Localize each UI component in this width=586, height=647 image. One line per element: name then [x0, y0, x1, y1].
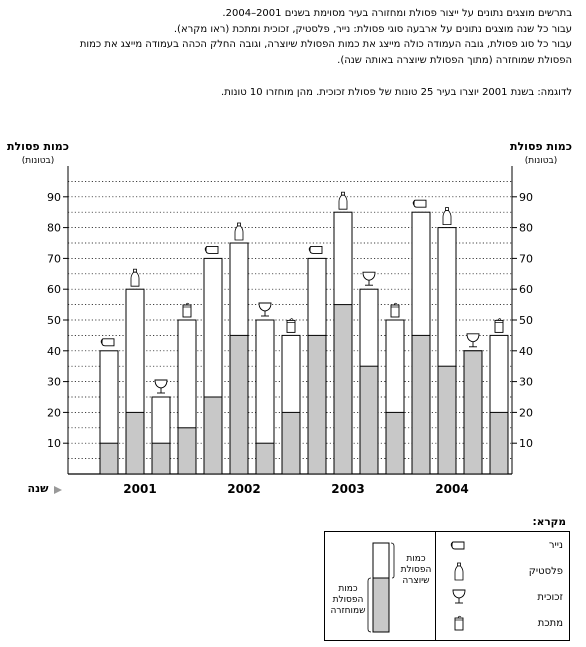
- bar-recycled: [307, 334, 327, 475]
- intro-line: עבור כל סוג פסולת, גובה העמודה כולה מייצ…: [79, 39, 572, 50]
- paper-icon: [204, 245, 219, 254]
- legend-produced-note: כמות הפסולת שיוצרה: [395, 554, 437, 587]
- y-tick-label: 90: [519, 191, 533, 204]
- bar-recycled: [437, 365, 457, 475]
- x-tick-label: 2004: [435, 482, 468, 496]
- y-axis-left-unit: (בטונות): [22, 156, 55, 166]
- paper-icon: [450, 541, 465, 550]
- x-axis-arrow-icon: [54, 486, 62, 494]
- y-tick-label: 10: [47, 437, 61, 450]
- legend-note-line: שיוצרה: [402, 576, 430, 586]
- can-icon: [494, 318, 504, 333]
- x-tick-label: 2003: [331, 482, 364, 496]
- bar-recycled: [333, 304, 353, 475]
- y-axis-left-label: כמות פסולת: [7, 140, 69, 153]
- paper-icon: [100, 338, 115, 347]
- y-tick-label: 50: [519, 314, 533, 327]
- wine-glass-icon: [258, 302, 272, 317]
- waste-chart: כמות פסולת (בטונות) כמות פסולת (בטונות) …: [7, 140, 572, 496]
- bar-recycled: [411, 334, 431, 475]
- bar-recycled: [203, 396, 223, 475]
- legend-note-line: שמוחזרה: [330, 606, 366, 616]
- y-tick-label: 80: [47, 222, 61, 235]
- bar-recycled: [229, 334, 249, 475]
- x-tick-label: 2001: [123, 482, 156, 496]
- legend-title: מקרא:: [532, 516, 567, 528]
- bar-recycled: [255, 442, 275, 475]
- bar-recycled: [99, 442, 119, 475]
- bar-recycled: [385, 411, 405, 475]
- can-icon: [182, 302, 192, 318]
- plastic-bottle-icon: [442, 207, 452, 226]
- y-tick-label: 60: [519, 283, 533, 296]
- legend-label-glass: זכוכית: [537, 592, 563, 603]
- y-axis-left-title: כמות פסולת (בטונות): [7, 140, 69, 166]
- bar-recycled: [489, 411, 509, 475]
- y-axis-right-label: כמות פסולת: [510, 140, 572, 153]
- intro-text: בתרשים מוצגים נתונים על ייצור פסולת ומחז…: [12, 6, 572, 68]
- plastic-bottle-icon: [338, 191, 348, 210]
- y-tick-label: 80: [519, 222, 533, 235]
- paper-icon: [308, 245, 323, 254]
- y-tick-label: 40: [47, 345, 61, 358]
- paper-icon: [412, 199, 427, 208]
- x-axis-label: שנה: [28, 482, 50, 495]
- bar-recycled: [177, 427, 197, 475]
- legend-label-plastic: פלסטיק: [528, 566, 563, 577]
- y-tick-label: 50: [47, 314, 61, 327]
- y-tick-label: 30: [519, 376, 533, 389]
- plastic-bottle-icon: [234, 222, 244, 241]
- plastic-bottle-icon: [130, 268, 140, 287]
- legend-label-paper: נייר: [548, 540, 563, 551]
- wine-glass-icon: [362, 271, 376, 286]
- y-tick-label: 90: [47, 191, 61, 204]
- bar-recycled: [359, 365, 379, 475]
- legend-note-line: כמות: [338, 584, 358, 594]
- intro-line: בתרשים מוצגים נתונים על ייצור פסולת ומחז…: [222, 8, 572, 19]
- bar-recycled: [281, 411, 301, 475]
- wine-glass-icon: [466, 333, 480, 348]
- bar-recycled: [151, 442, 171, 475]
- y-tick-label: 10: [519, 437, 533, 450]
- can-icon: [454, 615, 464, 631]
- legend-note-line: הפסולת: [400, 565, 432, 575]
- y-tick-labels: 10 10 20 20 30 30 40 40 50 50 60 60 70 70 80 80 90 90: [47, 191, 533, 450]
- wine-glass-icon: [452, 589, 466, 604]
- y-tick-label: 70: [47, 252, 61, 265]
- legend-note-line: כמות: [406, 554, 426, 564]
- bar-recycled: [125, 411, 145, 475]
- y-tick-label: 30: [47, 376, 61, 389]
- legend-recycled-note: כמות הפסולת שמוחזרה: [327, 584, 369, 617]
- intro-line: עבור כל שנה מוצגים נתונים על ארבעה סוגי …: [173, 23, 572, 35]
- legend-label-metal: מתכת: [537, 618, 563, 629]
- bars: [99, 191, 509, 475]
- y-tick-label: 20: [519, 406, 533, 419]
- example-text: לדוגמה: בשנת 2001 יוצרו בעיר 25 טונות של…: [221, 87, 572, 98]
- legend: נייר פלסטיק זכוכית מתכת כמות הפסולת שיוצ…: [324, 531, 570, 641]
- plastic-bottle-icon: [454, 562, 464, 581]
- can-icon: [390, 302, 400, 318]
- legend-sample-bar: [367, 542, 395, 633]
- y-tick-label: 20: [47, 406, 61, 419]
- can-icon: [286, 318, 296, 333]
- y-tick-label: 70: [519, 252, 533, 265]
- x-tick-label: 2002: [227, 482, 260, 496]
- y-tick-label: 40: [519, 345, 533, 358]
- y-tick-label: 60: [47, 283, 61, 296]
- x-tick-labels: 2001 2002 2003 2004: [123, 482, 468, 496]
- y-axis-right-unit: (בטונות): [525, 156, 558, 166]
- legend-divider: [435, 532, 436, 640]
- wine-glass-icon: [154, 379, 168, 394]
- intro-line: הפסולת שמוחזרה (מתוך הפסולת שיוצרה באותה…: [337, 54, 572, 66]
- legend-note-line: הפסולת: [332, 595, 364, 605]
- y-axis-right-title: כמות פסולת (בטונות): [510, 140, 572, 166]
- bar-recycled: [463, 350, 483, 475]
